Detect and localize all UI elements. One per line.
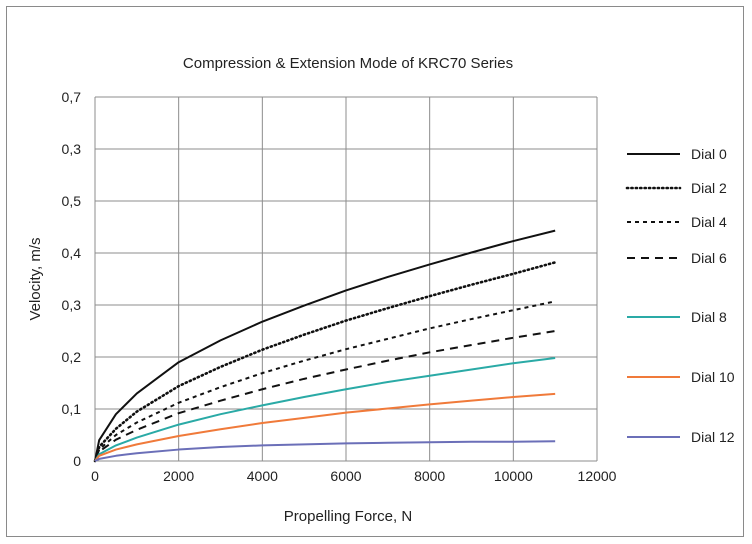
series-lines: [93, 229, 557, 463]
y-tick-label: 0,2: [62, 349, 82, 365]
legend: Dial 0 Dial 2 Dial 4 Dial 6 Dial 8 Dial 10 Dia…: [625, 146, 735, 445]
series-line-dial-2: [93, 261, 557, 463]
series-line-dial-10: [94, 392, 556, 462]
y-tick-label: 0,1: [62, 401, 82, 417]
x-tick-label: 0: [91, 468, 99, 484]
series-line-dial-6: [94, 330, 556, 462]
legend-label: Dial 2: [691, 180, 727, 196]
chart-title: Compression & Extension Mode of KRC70 Se…: [183, 55, 513, 72]
legend-label: Dial 10: [691, 369, 735, 385]
grid: [94, 96, 598, 462]
chart-frame: [6, 6, 744, 537]
y-tick-label: 0,3: [62, 141, 82, 157]
y-tick-label: 0,3: [62, 297, 82, 313]
legend-label: Dial 8: [691, 309, 727, 325]
legend-label: Dial 12: [691, 429, 735, 445]
legend-label: Dial 4: [691, 214, 727, 230]
y-tick-label: 0,5: [62, 193, 82, 209]
y-tick-label: 0: [73, 453, 81, 469]
x-tick-labels: 0 2000 4000 6000 8000 10000 12000: [91, 468, 617, 484]
x-tick-label: 2000: [163, 468, 194, 484]
y-axis-label: Velocity, m/s: [27, 237, 44, 320]
series-line-dial-8: [94, 357, 556, 462]
x-tick-label: 6000: [330, 468, 361, 484]
series-line-dial-12: [94, 440, 556, 462]
series-line-dial-0: [94, 229, 556, 462]
x-tick-label: 10000: [494, 468, 533, 484]
y-tick-label: 0,4: [62, 245, 82, 261]
y-tick-labels: 0 0,1 0,2 0,3 0,4 0,5 0,3 0,7: [62, 89, 82, 469]
x-tick-label: 4000: [247, 468, 278, 484]
legend-label: Dial 6: [691, 250, 727, 266]
series-line-dial-4: [94, 300, 556, 462]
x-tick-label: 12000: [578, 468, 617, 484]
y-tick-label: 0,7: [62, 89, 82, 105]
legend-label: Dial 0: [691, 146, 727, 162]
x-tick-label: 8000: [414, 468, 445, 484]
x-axis-label: Propelling Force, N: [284, 508, 412, 525]
